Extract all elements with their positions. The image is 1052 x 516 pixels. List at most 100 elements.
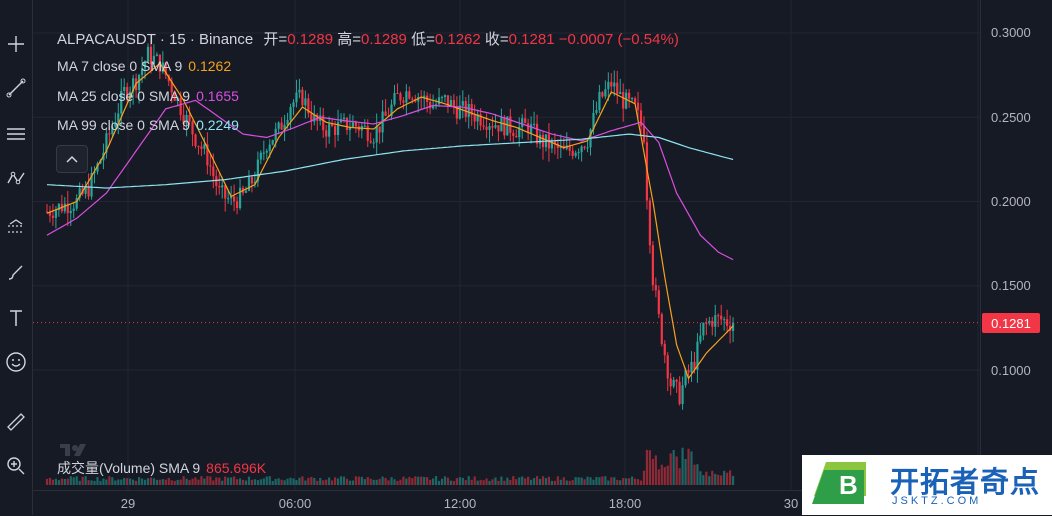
- volume-bar: [711, 470, 714, 485]
- candle-body: [586, 147, 589, 149]
- candle-body: [313, 114, 316, 122]
- volume-bar: [408, 476, 411, 485]
- ma25-line: [46, 99, 734, 261]
- volume-bar: [613, 477, 616, 485]
- volume-bar: [152, 478, 156, 485]
- candle-body: [417, 97, 420, 102]
- candle-body: [328, 123, 331, 137]
- candle-body: [259, 152, 262, 160]
- volume-bar: [200, 476, 203, 485]
- volume-bar: [66, 478, 69, 485]
- exchange-name: Binance: [199, 31, 254, 48]
- volume-bar: [452, 480, 455, 485]
- pattern-icon[interactable]: [0, 163, 32, 195]
- ma7-label: MA 7 close 0 SMA 9: [57, 58, 183, 74]
- brush-icon[interactable]: [0, 256, 32, 288]
- volume-bar: [639, 480, 643, 485]
- candle-body: [681, 385, 684, 404]
- volume-bar: [705, 471, 708, 485]
- candle-body: [660, 314, 663, 344]
- candle-body: [164, 62, 167, 76]
- volume-bar: [467, 476, 470, 485]
- separator: ·: [159, 31, 165, 48]
- high-label: 高=: [337, 31, 362, 48]
- candle-body: [369, 140, 372, 143]
- volume-bar: [708, 476, 711, 485]
- volume-bar: [648, 450, 652, 485]
- candle-body: [503, 117, 506, 136]
- volume-legend[interactable]: 成交量(Volume) SMA 9 865.696K: [57, 458, 266, 478]
- candle-body: [642, 126, 646, 143]
- fib-retracement-icon[interactable]: [0, 118, 32, 150]
- volume-bar: [268, 476, 271, 485]
- volume-bar: [60, 478, 63, 485]
- candle-body: [509, 116, 512, 133]
- crosshair-icon[interactable]: [0, 28, 32, 60]
- chart-pane[interactable]: [33, 0, 980, 490]
- candle-body: [247, 177, 251, 191]
- time-axis[interactable]: 29 06:00 12:00 18:00 30: [33, 490, 980, 516]
- candle-body: [75, 198, 78, 209]
- candle-body: [51, 215, 55, 218]
- candle-body: [399, 93, 402, 101]
- volume-bar: [342, 476, 346, 485]
- volume-bar: [625, 478, 628, 485]
- candle-body: [723, 319, 726, 321]
- candle-body: [301, 89, 304, 106]
- candle-body: [176, 97, 179, 102]
- volume-bar: [215, 477, 218, 485]
- emoji-icon[interactable]: [0, 346, 32, 378]
- candle-body: [604, 89, 607, 97]
- volume-bar: [568, 480, 571, 485]
- candle-body: [687, 369, 690, 373]
- candle-body: [636, 102, 640, 111]
- volume-bar: [348, 480, 352, 485]
- volume-bar: [464, 480, 467, 485]
- volume-bar: [206, 476, 209, 485]
- volume-bar: [690, 451, 693, 485]
- trend-line-icon[interactable]: [0, 72, 32, 104]
- candle-body: [143, 61, 147, 69]
- candle-body: [672, 379, 675, 387]
- volume-bar: [366, 477, 369, 485]
- price-axis[interactable]: 0.3000 0.2500 0.2000 0.1500 0.1000: [980, 0, 1052, 490]
- volume-bar: [218, 477, 221, 485]
- close-value: 0.1281: [508, 31, 555, 48]
- candle-body: [390, 104, 393, 117]
- ma7-legend[interactable]: MA 7 close 0 SMA 9 0.1262: [57, 58, 231, 74]
- candle-body: [348, 127, 352, 131]
- volume-bar: [135, 480, 138, 485]
- candle-body: [464, 101, 467, 117]
- volume-bar: [336, 478, 340, 485]
- zoom-in-icon[interactable]: [0, 450, 32, 482]
- volume-bar: [396, 480, 399, 485]
- candle-body: [455, 106, 458, 119]
- volume-bar: [657, 469, 660, 485]
- ruler-icon[interactable]: [0, 406, 32, 438]
- candle-body: [123, 86, 126, 91]
- candle-body: [619, 92, 622, 95]
- volume-bar: [663, 467, 666, 485]
- volume-bar: [717, 474, 720, 485]
- watermark-url: JSKTZ.COM: [892, 495, 982, 507]
- candle-body: [126, 86, 129, 99]
- volume-bar: [509, 479, 512, 485]
- volume-bar: [247, 476, 251, 485]
- candle-body: [538, 134, 542, 144]
- candle-body: [179, 97, 182, 116]
- price-chart[interactable]: [33, 0, 980, 490]
- candle-body: [411, 98, 414, 100]
- text-icon[interactable]: [0, 302, 32, 334]
- candle-body: [235, 201, 239, 209]
- forecast-icon[interactable]: [0, 210, 32, 242]
- volume-bar: [556, 476, 559, 485]
- candle-body: [182, 115, 185, 124]
- time-tick: 06:00: [278, 496, 312, 511]
- volume-bar: [423, 476, 426, 485]
- price-tick: 0.2000: [991, 194, 1031, 209]
- volume-bar: [583, 479, 586, 485]
- ma25-legend[interactable]: MA 25 close 0 SMA 9 0.1655: [57, 88, 239, 104]
- volume-bar: [714, 473, 717, 485]
- collapse-legend-button[interactable]: [56, 145, 88, 173]
- ma99-legend[interactable]: MA 99 close 0 SMA 9 0.2249: [57, 117, 239, 133]
